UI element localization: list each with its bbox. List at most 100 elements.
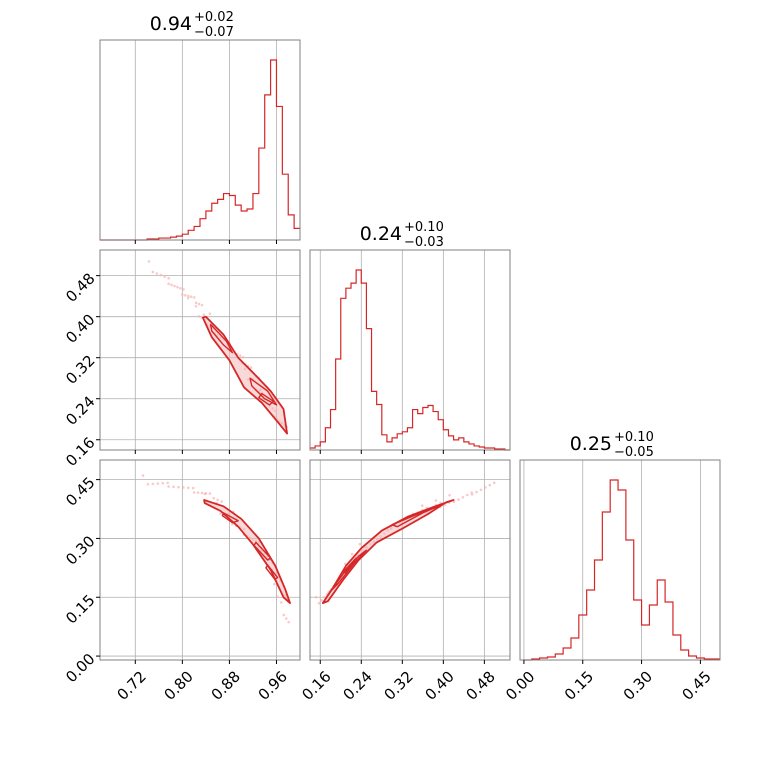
sample-point bbox=[200, 303, 204, 307]
sample-point bbox=[461, 495, 465, 499]
histogram-p3 bbox=[523, 479, 720, 661]
sample-point bbox=[273, 582, 276, 586]
contour-inner-1 bbox=[329, 549, 368, 593]
sample-point bbox=[196, 491, 200, 494]
y-tick-label: 0.24 bbox=[62, 393, 98, 429]
param-title-plus: +0.02 bbox=[194, 10, 234, 25]
x-tick-label: 0.48 bbox=[463, 668, 499, 704]
sample-point bbox=[434, 499, 438, 502]
sample-point bbox=[420, 504, 424, 507]
sample-point bbox=[177, 485, 180, 489]
sample-point bbox=[216, 498, 220, 502]
sample-point bbox=[220, 500, 223, 503]
sample-point bbox=[452, 500, 456, 504]
sample-point bbox=[173, 284, 176, 288]
x-tick-label: 0.16 bbox=[298, 668, 334, 704]
sample-point bbox=[475, 490, 478, 494]
x-tick-label: 0.24 bbox=[339, 668, 375, 704]
panel-frame bbox=[309, 249, 511, 451]
sample-point bbox=[208, 312, 212, 315]
sample-point bbox=[161, 481, 165, 485]
y-tick-label: 0.00 bbox=[62, 650, 98, 686]
sample-point bbox=[141, 474, 145, 477]
y-tick-label: 0.30 bbox=[62, 532, 98, 568]
histogram-p1 bbox=[100, 59, 300, 241]
sample-point bbox=[323, 595, 326, 599]
sample-point bbox=[314, 595, 318, 599]
sample-point bbox=[241, 355, 245, 359]
panel-hist-p2: 0.24 +0.10−0.03 bbox=[309, 220, 511, 454]
sample-point bbox=[212, 496, 216, 500]
sample-point bbox=[186, 486, 190, 490]
sample-point bbox=[172, 485, 175, 489]
sample-point bbox=[167, 282, 170, 286]
sample-point bbox=[192, 491, 196, 494]
sample-point bbox=[448, 493, 451, 497]
sample-point bbox=[484, 486, 487, 489]
sample-point bbox=[179, 287, 182, 290]
sample-point bbox=[320, 598, 323, 602]
sample-point bbox=[238, 354, 242, 357]
x-tick-label: 0.80 bbox=[160, 668, 196, 704]
panel-frame bbox=[99, 39, 301, 241]
x-tick-label: 0.30 bbox=[620, 668, 656, 704]
y-tick-label: 0.45 bbox=[62, 473, 98, 509]
panel-p2-p3: 0.16 0.24 0.32 0.40 0.48 bbox=[298, 459, 511, 704]
y-tick-label: 0.48 bbox=[62, 269, 98, 305]
y-tick-label: 0.40 bbox=[62, 310, 98, 346]
sample-point bbox=[219, 512, 222, 515]
sample-point bbox=[159, 273, 163, 277]
sample-point bbox=[151, 482, 155, 486]
sample-point bbox=[146, 482, 150, 486]
contour-outer bbox=[202, 315, 288, 435]
contour-inner-2 bbox=[253, 541, 272, 561]
contour-outer bbox=[321, 499, 455, 604]
sample-point bbox=[465, 493, 469, 497]
sample-point bbox=[197, 315, 201, 318]
x-tick-label: 0.96 bbox=[255, 668, 291, 704]
sample-point bbox=[249, 366, 253, 369]
param-title-minus: −0.03 bbox=[404, 235, 444, 250]
panel-frame bbox=[99, 249, 301, 451]
y-tick-label: 0.16 bbox=[62, 434, 98, 470]
sample-point bbox=[470, 493, 474, 496]
contour-inner-1 bbox=[221, 512, 239, 524]
panel-frame bbox=[309, 459, 511, 661]
contour-outer bbox=[203, 499, 291, 604]
x-tick-label: 0.40 bbox=[421, 668, 457, 704]
x-tick-label: 0.32 bbox=[380, 668, 416, 704]
sample-point bbox=[182, 486, 185, 489]
y-tick-label: 0.32 bbox=[62, 352, 98, 388]
sample-point bbox=[203, 492, 207, 496]
sample-point bbox=[194, 301, 198, 305]
x-tick-label: 0.15 bbox=[561, 668, 597, 704]
panel-hist-p1: 0.94 +0.02−0.07 bbox=[99, 10, 301, 244]
sample-point bbox=[184, 293, 187, 297]
sample-point bbox=[151, 270, 155, 274]
panel-p1-p2: 0.16 0.24 0.32 0.40 0.48 bbox=[62, 249, 301, 470]
param-title-value: 0.25 bbox=[570, 433, 612, 455]
param-title-minus: −0.05 bbox=[614, 445, 654, 460]
panel-frame bbox=[519, 459, 721, 661]
sample-point bbox=[155, 272, 159, 275]
contour-inner-3 bbox=[342, 557, 357, 574]
sample-point bbox=[186, 296, 190, 300]
sample-point bbox=[358, 542, 362, 546]
sample-point bbox=[189, 295, 193, 299]
sample-point bbox=[147, 260, 151, 263]
param-title-plus: +0.10 bbox=[614, 430, 654, 445]
sample-point bbox=[167, 276, 170, 280]
x-tick-label: 0.88 bbox=[208, 668, 244, 704]
panel-hist-p3: 0.25 +0.10−0.05 0.00 0.15 0.30 0.45 bbox=[502, 430, 721, 704]
sample-point bbox=[457, 498, 460, 501]
contour-inner-3 bbox=[258, 392, 275, 406]
sample-point bbox=[230, 522, 234, 526]
sample-point bbox=[282, 613, 286, 617]
contour-inner-3 bbox=[265, 564, 279, 580]
sample-point bbox=[350, 552, 354, 556]
param-title-minus: −0.07 bbox=[194, 25, 234, 40]
contour-inner-2 bbox=[391, 505, 439, 528]
param-title-value: 0.24 bbox=[360, 223, 402, 245]
sample-point bbox=[167, 485, 170, 488]
